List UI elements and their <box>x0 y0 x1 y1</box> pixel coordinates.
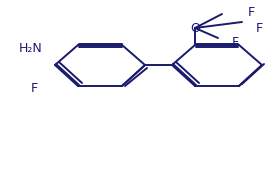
Text: F: F <box>232 36 239 49</box>
Text: H₂N: H₂N <box>18 41 42 54</box>
Text: F: F <box>248 6 255 18</box>
Text: F: F <box>31 81 38 94</box>
Text: O: O <box>190 22 200 34</box>
Text: F: F <box>256 22 263 34</box>
